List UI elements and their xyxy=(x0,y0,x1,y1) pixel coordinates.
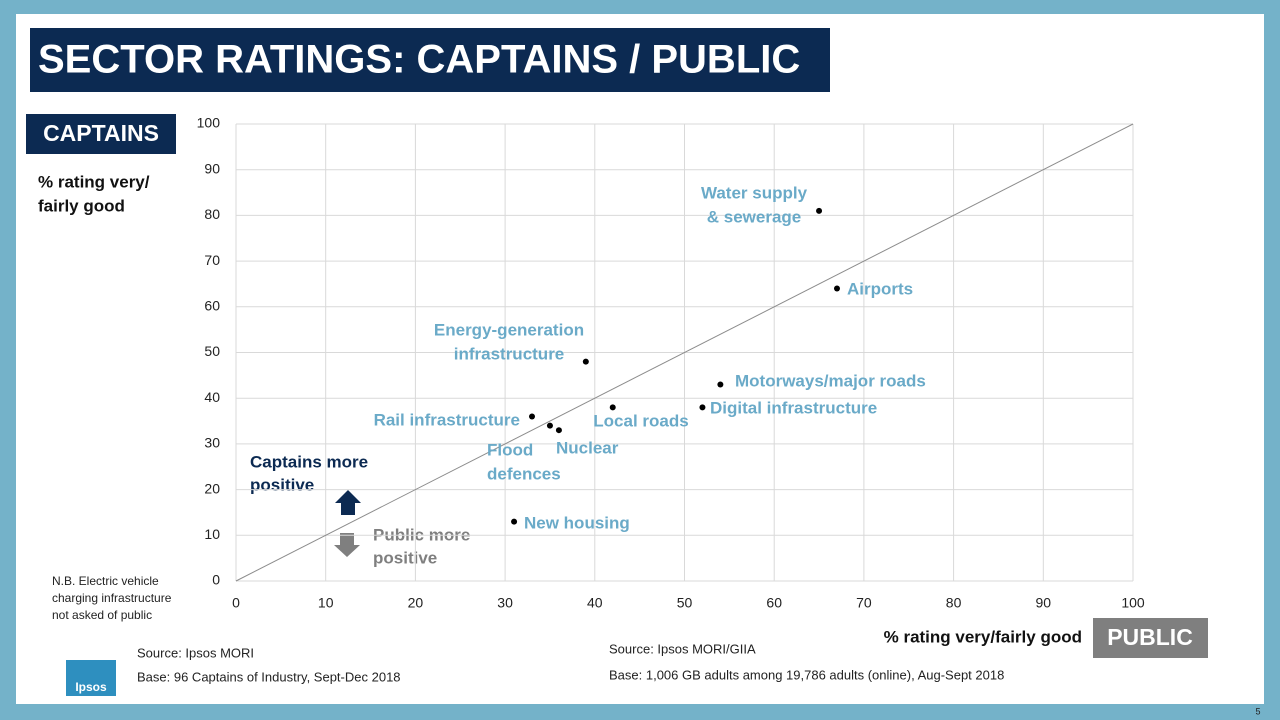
y-tick-label: 30 xyxy=(204,435,220,451)
point xyxy=(511,518,518,525)
annotation: positive xyxy=(373,548,437,567)
x-tick-label: 20 xyxy=(408,595,424,611)
point-label: Flood xyxy=(487,440,533,459)
y-tick-label: 90 xyxy=(204,160,220,176)
logo-text: Ipsos xyxy=(75,680,107,694)
x-tick-label: 30 xyxy=(497,595,513,611)
point xyxy=(529,413,536,420)
x-tick-label: 10 xyxy=(318,595,334,611)
base: Base: 96 Captains of Industry, Sept-Dec … xyxy=(137,669,401,684)
x-tag: PUBLIC xyxy=(1107,624,1193,650)
point xyxy=(717,381,724,388)
y-tick-label: 50 xyxy=(204,343,220,359)
note: not asked of public xyxy=(52,608,152,622)
logo xyxy=(66,660,116,696)
point-label: Local roads xyxy=(593,411,688,430)
up-arrow xyxy=(335,490,361,515)
point xyxy=(582,358,589,365)
x-tag-box xyxy=(1093,618,1208,658)
source: Source: Ipsos MORI/GIIA xyxy=(609,641,756,656)
x-tick-label: 60 xyxy=(766,595,782,611)
y-tick-label: 0 xyxy=(212,572,220,588)
y-tick-label: 40 xyxy=(204,389,220,405)
point-label: Rail infrastructure xyxy=(374,410,520,429)
y-label: % rating very/ xyxy=(38,172,150,191)
point-label: Airports xyxy=(847,279,913,298)
y-tag-box xyxy=(26,114,176,154)
title-box xyxy=(30,28,830,92)
point xyxy=(555,427,562,434)
x-tick-label: 80 xyxy=(946,595,962,611)
y-label: fairly good xyxy=(38,196,125,215)
point-label: infrastructure xyxy=(454,344,565,363)
point xyxy=(699,404,706,411)
point-label: Motorways/major roads xyxy=(735,371,926,390)
note: N.B. Electric vehicle xyxy=(52,574,159,588)
source: Source: Ipsos MORI xyxy=(137,645,254,660)
point-label: defences xyxy=(487,464,561,483)
slide-body xyxy=(16,14,1264,704)
y-tick-label: 10 xyxy=(204,526,220,542)
down-arrow xyxy=(334,533,360,557)
x-label: % rating very/fairly good xyxy=(884,627,1082,646)
y-tick-label: 80 xyxy=(204,206,220,222)
point xyxy=(833,285,840,292)
y-tag: CAPTAINS xyxy=(43,120,159,146)
x-tick-label: 100 xyxy=(1121,595,1145,611)
point-label: Energy-generation xyxy=(434,320,584,339)
page-number: 5 xyxy=(1255,706,1260,716)
y-tick-label: 70 xyxy=(204,252,220,268)
note: charging infrastructure xyxy=(52,591,172,605)
annotation: Captains more xyxy=(250,452,368,471)
y-tick-label: 20 xyxy=(204,480,220,496)
point-label: Water supply xyxy=(701,183,808,202)
x-tick-label: 0 xyxy=(232,595,240,611)
parity-line xyxy=(235,123,1134,582)
x-tick-label: 40 xyxy=(587,595,603,611)
point-label: New housing xyxy=(524,513,630,532)
x-tick-label: 50 xyxy=(677,595,693,611)
point-label: Digital infrastructure xyxy=(710,398,877,417)
point xyxy=(609,404,616,411)
point-label: & sewerage xyxy=(707,207,802,226)
point xyxy=(816,207,823,214)
base: Base: 1,006 GB adults among 19,786 adult… xyxy=(609,667,1004,682)
x-tick-label: 90 xyxy=(1036,595,1052,611)
point-label: Nuclear xyxy=(556,438,619,457)
y-tick-label: 60 xyxy=(204,298,220,314)
annotation: positive xyxy=(250,475,314,494)
x-tick-label: 70 xyxy=(856,595,872,611)
y-tick-label: 100 xyxy=(197,115,221,131)
point xyxy=(546,422,553,429)
chart-title: SECTOR RATINGS: CAPTAINS / PUBLIC xyxy=(38,38,800,82)
